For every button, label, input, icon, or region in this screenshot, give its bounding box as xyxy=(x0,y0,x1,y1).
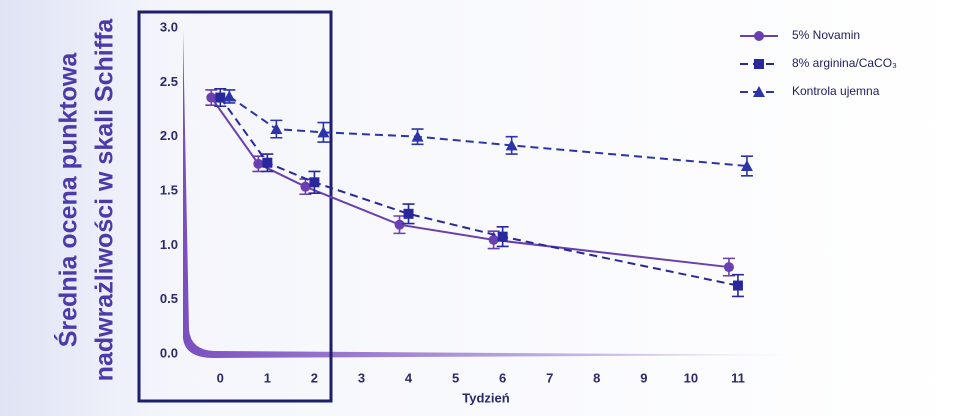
x-tick-label: 0 xyxy=(217,370,224,385)
y-tick-label: 3.0 xyxy=(160,19,178,34)
legend-marker xyxy=(754,59,764,69)
y-axis-label: nadwrażliwości w skali Schiffa xyxy=(91,18,119,382)
x-tick-label: 11 xyxy=(731,370,745,385)
legend-label: 5% Novamin xyxy=(792,28,860,42)
x-axis-label: Tydzień xyxy=(462,390,509,405)
marker xyxy=(488,234,499,245)
marker xyxy=(740,160,753,172)
y-tick-label: 2.0 xyxy=(160,128,178,143)
marker xyxy=(215,92,226,103)
x-tick-label: 4 xyxy=(405,370,413,385)
highlight-box xyxy=(137,10,333,403)
legend-label: Kontrola ujemna xyxy=(792,84,880,98)
marker xyxy=(270,123,283,135)
marker xyxy=(300,181,311,192)
marker xyxy=(505,139,518,151)
y-tick-label: 1.0 xyxy=(160,237,178,252)
legend-marker xyxy=(753,86,765,97)
legend-marker xyxy=(754,31,764,41)
marker xyxy=(497,231,508,242)
marker xyxy=(723,262,734,273)
y-tick-label: 0.5 xyxy=(160,291,178,306)
x-tick-label: 8 xyxy=(593,370,600,385)
marker xyxy=(253,158,264,169)
marker xyxy=(223,90,236,102)
marker xyxy=(206,92,217,103)
y-tick-label: 2.5 xyxy=(160,74,178,89)
marker xyxy=(403,208,414,219)
x-tick-label: 6 xyxy=(499,370,506,385)
marker xyxy=(732,280,743,291)
marker xyxy=(317,126,330,138)
x-tick-label: 5 xyxy=(452,370,459,385)
marker xyxy=(394,219,405,230)
y-axis-label: Średnia ocena punktowa xyxy=(53,52,83,348)
x-tick-label: 10 xyxy=(684,370,698,385)
marker xyxy=(309,177,320,188)
x-tick-label: 3 xyxy=(358,370,365,385)
x-tick-label: 2 xyxy=(311,370,318,385)
x-tick-label: 1 xyxy=(264,370,271,385)
series-line xyxy=(219,96,739,287)
x-tick-label: 7 xyxy=(546,370,553,385)
y-tick-label: 0.0 xyxy=(160,345,178,360)
marker xyxy=(411,130,424,142)
series-line xyxy=(228,95,748,168)
x-tick-label: 9 xyxy=(640,370,647,385)
series-line xyxy=(210,96,730,269)
y-tick-label: 1.5 xyxy=(160,182,178,197)
marker xyxy=(262,157,273,168)
legend-label: 8% arginina/CaCO₃ xyxy=(792,56,897,70)
